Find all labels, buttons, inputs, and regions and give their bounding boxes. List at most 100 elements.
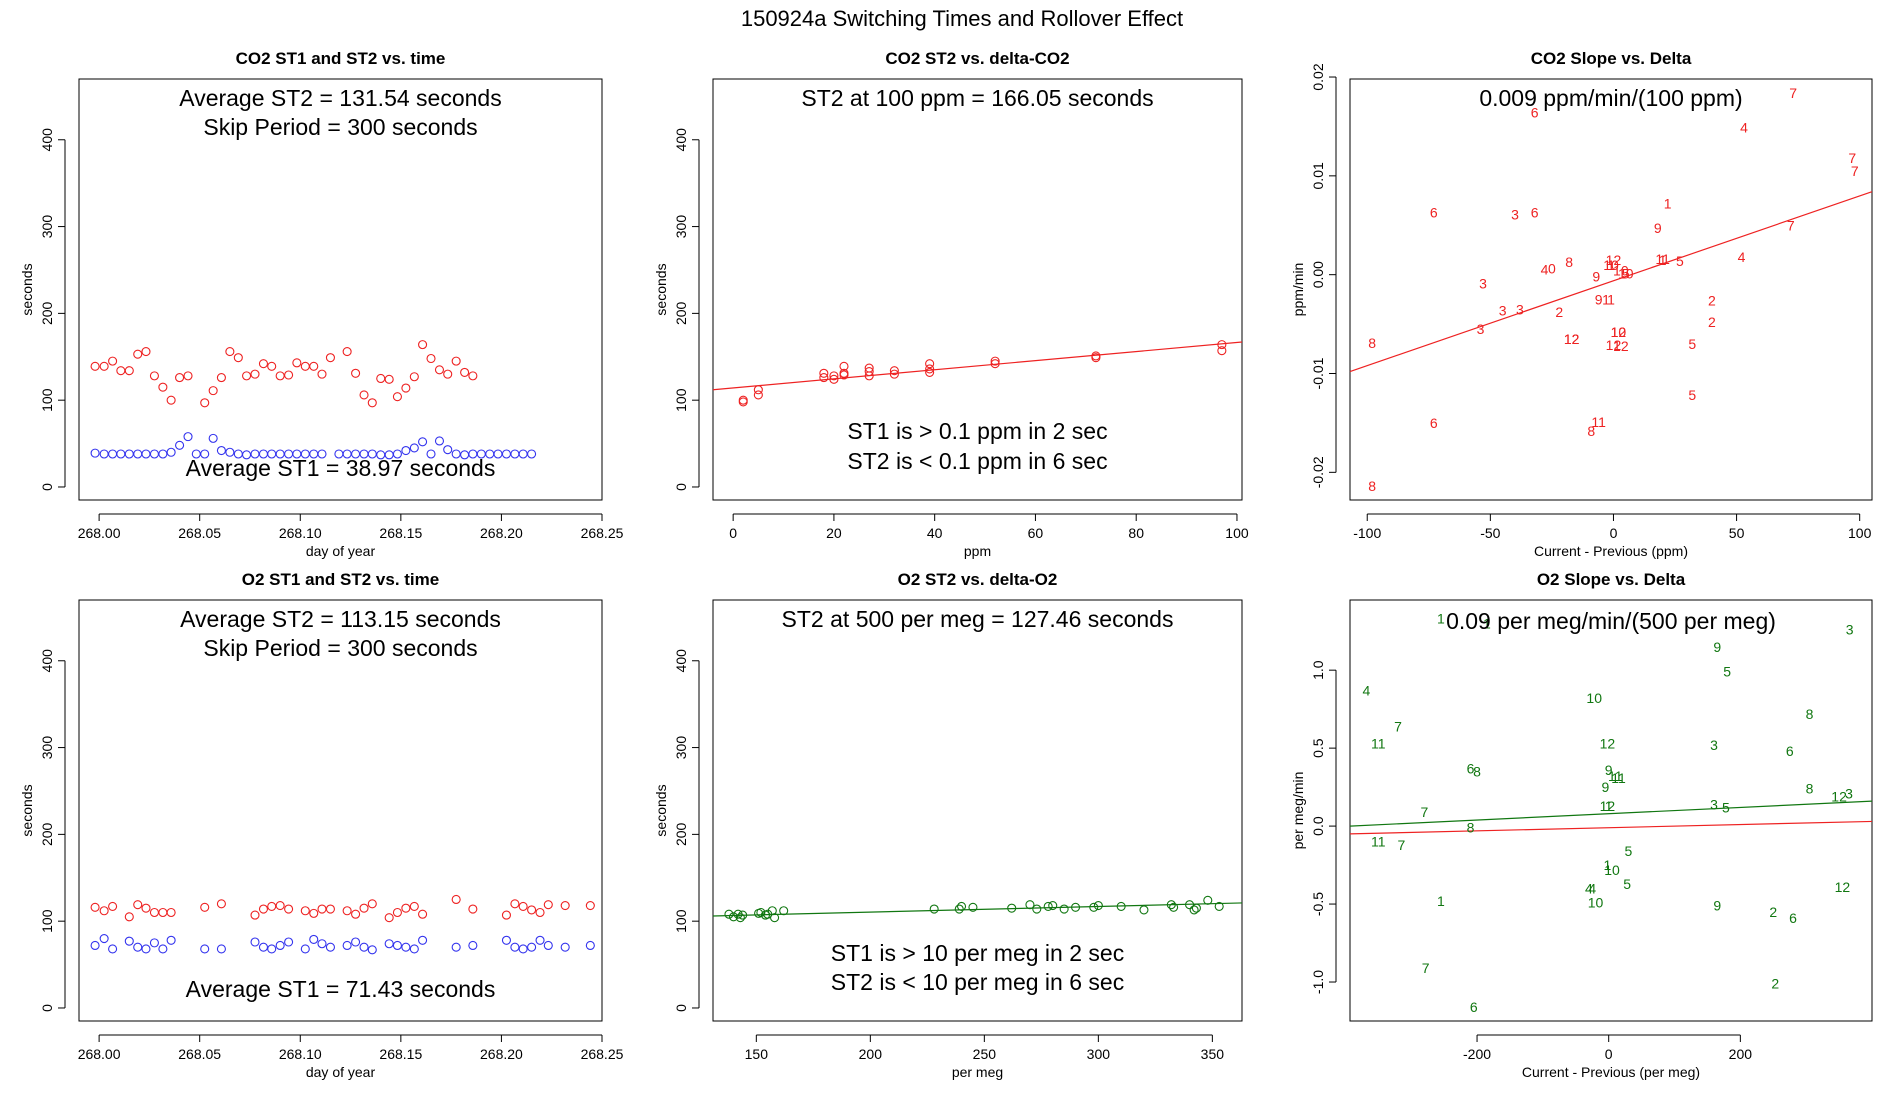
data-point-label: 3 <box>1845 785 1853 801</box>
x-tick-label: 300 <box>1087 1046 1111 1062</box>
data-point <box>839 361 849 371</box>
data-point-label: 12 <box>1613 338 1629 354</box>
data-point <box>460 367 470 377</box>
series-st2 <box>724 895 1224 923</box>
data-point <box>351 937 361 947</box>
y-tick-label: 200 <box>673 301 689 325</box>
data-point <box>1139 905 1149 915</box>
chart-co2_slope: CO2 Slope vs. Delta-100 -50 0 50 100Current … <box>1290 49 1873 559</box>
data-point-label: 1 <box>1664 196 1672 212</box>
x-tick-label: 268.10 <box>279 1046 322 1062</box>
y-tick-label: 0 <box>39 483 55 491</box>
data-point-label: 10 <box>1618 266 1634 282</box>
data-point <box>158 907 168 918</box>
data-point-label: 2 <box>1555 304 1563 320</box>
data-point <box>359 903 369 913</box>
data-point <box>1043 901 1053 911</box>
data-point <box>133 349 143 359</box>
data-point <box>250 937 260 947</box>
data-point <box>141 944 151 954</box>
data-point <box>309 908 319 918</box>
data-point-label: 12 <box>1606 337 1622 353</box>
data-point-label: 2 <box>1708 292 1716 308</box>
data-point <box>124 449 134 459</box>
data-point <box>200 902 210 912</box>
data-point <box>233 353 243 363</box>
x-tick-label: 268.25 <box>581 1046 624 1062</box>
data-point-label: 6 <box>1430 204 1438 220</box>
data-point <box>225 347 235 357</box>
data-point <box>735 913 745 923</box>
data-point <box>300 906 310 916</box>
x-tick-label: 268.10 <box>279 525 322 541</box>
data-point <box>367 899 377 909</box>
annotation: Average ST2 = 113.15 seconds <box>180 606 501 632</box>
data-point-label: 8 <box>1368 478 1376 494</box>
x-tick-label: 268.20 <box>480 1046 523 1062</box>
data-point <box>418 935 428 945</box>
data-point <box>250 369 260 379</box>
data-point <box>90 940 100 951</box>
data-point <box>258 359 269 369</box>
data-point <box>451 894 461 905</box>
data-point <box>535 935 545 945</box>
data-point <box>90 361 100 371</box>
data-point <box>468 940 478 951</box>
y-tick-label: 100 <box>39 388 55 412</box>
data-point <box>392 449 402 459</box>
y-tick-label: 200 <box>39 822 55 846</box>
data-point-label: 12 <box>1564 331 1580 347</box>
y-tick-label: 1.0 <box>1310 660 1326 680</box>
data-point <box>250 910 260 920</box>
data-point-label: 4 <box>1740 119 1748 135</box>
chart-title: O2 Slope vs. Delta <box>1537 570 1686 589</box>
data-point <box>409 944 419 954</box>
data-point-label: 7 <box>1420 804 1428 820</box>
data-point <box>468 371 478 381</box>
data-point-label: 4 <box>1588 880 1596 896</box>
data-point-label: 11 <box>1371 834 1386 850</box>
x-tick-label: 50 <box>1729 525 1745 541</box>
data-point-label: 11 <box>1611 770 1626 786</box>
plot-frame <box>1349 78 1873 501</box>
data-point <box>770 913 780 923</box>
data-point <box>342 906 352 916</box>
chart-o2_slope: O2 Slope vs. Delta -200 0 200 Current - Prev… <box>1290 570 1873 1080</box>
y-tick-label: 400 <box>39 128 55 152</box>
data-point-label: 3 <box>1499 302 1507 318</box>
x-tick-label: 20 <box>826 525 842 541</box>
data-point <box>426 449 436 459</box>
data-point <box>1166 900 1176 910</box>
data-point <box>585 940 595 951</box>
data-point <box>418 909 428 919</box>
series-st2 <box>90 894 595 923</box>
data-point <box>1189 905 1199 915</box>
data-point <box>819 373 829 383</box>
data-point-label: 1 <box>1659 252 1667 268</box>
x-axis-label: per meg <box>952 1064 1003 1080</box>
data-point <box>392 392 402 402</box>
data-point <box>124 912 134 922</box>
data-point <box>317 449 327 459</box>
data-point <box>864 366 874 377</box>
x-axis: 150 200 250 300 350 per meg <box>745 1034 1224 1080</box>
y-tick-label: 100 <box>39 909 55 933</box>
data-point <box>527 449 537 459</box>
x-tick-label: 0 <box>729 525 737 541</box>
data-point <box>401 942 411 952</box>
y-tick-label: 0 <box>39 1004 55 1012</box>
data-point <box>779 906 789 916</box>
fit-line <box>1349 800 1873 827</box>
x-tick-label: 268.00 <box>78 1046 121 1062</box>
data-point <box>292 358 302 368</box>
annotation: ST2 is < 10 per meg in 6 sec <box>831 969 1124 995</box>
x-axis-label: day of year <box>306 1064 376 1080</box>
data-point <box>175 373 185 383</box>
data-point-label: 6 <box>1467 760 1475 776</box>
data-point-label: 5 <box>1622 266 1630 282</box>
data-point-label: 5 <box>1623 876 1631 892</box>
data-point-label: 9 <box>1602 779 1610 795</box>
x-tick-label: 200 <box>1729 1046 1753 1062</box>
data-point-label: 8 <box>1806 781 1814 797</box>
data-point <box>200 944 210 954</box>
